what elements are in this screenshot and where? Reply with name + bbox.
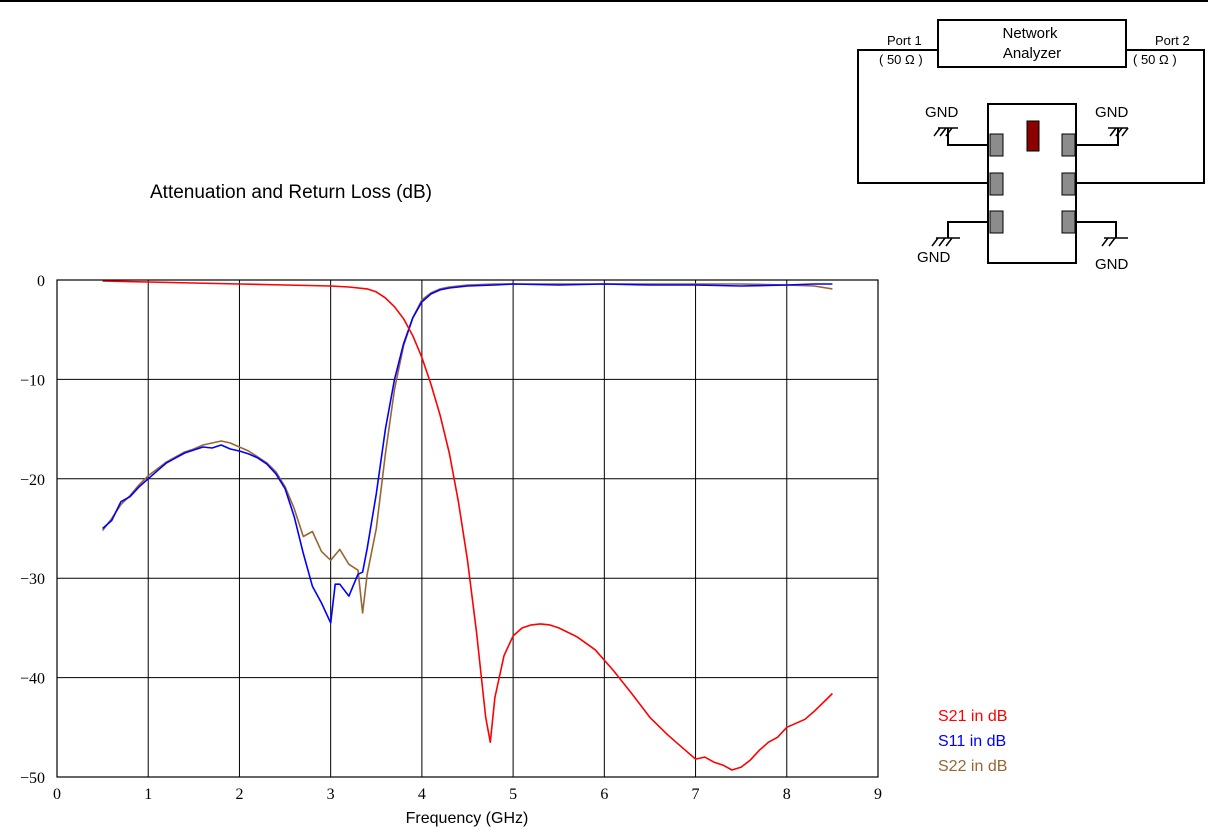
x-tick-labels: 0 1 2 3 4 5 6 7 8 9 [53, 786, 882, 803]
y-tick-label: 0 [37, 273, 45, 290]
x-tick-label: 7 [692, 786, 700, 803]
x-tick-label: 9 [874, 786, 882, 803]
gnd-label-bottom-right: GND [1095, 256, 1129, 273]
y-tick-label: −50 [20, 770, 45, 787]
pad-right-bot [1061, 210, 1076, 234]
legend: S21 in dB S11 in dB S22 in dB [938, 708, 1007, 775]
analyzer-label-line1: Network [1002, 25, 1058, 42]
gnd-wire-top-left [947, 128, 988, 146]
port1-wire [857, 49, 988, 184]
series-line-s11 [102, 283, 833, 624]
gnd-label-top-right: GND [1095, 104, 1129, 121]
pad-right-mid [1061, 172, 1076, 196]
network-analyzer-box [937, 19, 1127, 68]
legend-s11: S11 in dB [938, 733, 1006, 750]
gnd-label-bottom-left: GND [917, 249, 951, 266]
x-tick-label: 0 [53, 786, 61, 803]
gnd-wire-bottom-right [1076, 221, 1117, 238]
port1-label: Port 1 [887, 33, 922, 48]
ground-symbol-bottom-left [931, 237, 960, 247]
legend-s21: S21 in dB [938, 708, 1007, 725]
pin1-marker [1026, 120, 1040, 152]
x-tick-label: 5 [509, 786, 517, 803]
ground-symbol-top-left [933, 127, 958, 137]
pad-left-top [989, 133, 1004, 157]
y-tick-labels: 0 −10 −20 −30 −40 −50 [20, 273, 45, 787]
y-tick-label: −40 [20, 671, 45, 688]
x-tick-label: 4 [418, 786, 426, 803]
chart-title: Attenuation and Return Loss (dB) [150, 182, 432, 203]
pad-right-top [1061, 133, 1076, 157]
pad-left-mid [989, 172, 1004, 196]
gnd-wire-bottom-left [947, 221, 988, 238]
gnd-wire-top-right [1076, 128, 1119, 146]
ground-symbol-bottom-right [1101, 237, 1128, 247]
port2-label: Port 2 [1155, 33, 1190, 48]
gnd-label-top-left: GND [925, 104, 959, 121]
port2-wire [1076, 49, 1205, 184]
x-tick-label: 1 [144, 786, 152, 803]
legend-s22: S22 in dB [938, 758, 1007, 775]
plot-frame [56, 279, 879, 778]
ground-symbol-top-right [1108, 127, 1129, 137]
analyzer-label-line2: Analyzer [1003, 45, 1061, 62]
series-line-s21 [102, 280, 833, 771]
y-tick-label: −20 [20, 472, 45, 489]
y-tick-label: −10 [20, 372, 45, 389]
grid [57, 280, 878, 777]
x-tick-label: 8 [783, 786, 791, 803]
x-axis-label: Frequency (GHz) [406, 810, 529, 827]
pad-left-bot [989, 210, 1004, 234]
y-tick-label: −30 [20, 571, 45, 588]
x-tick-label: 6 [600, 786, 608, 803]
top-rule [0, 0, 1208, 2]
port2-impedance: ( 50 Ω ) [1133, 52, 1177, 67]
series-lines [101, 280, 833, 771]
x-tick-label: 3 [327, 786, 335, 803]
port1-impedance: ( 50 Ω ) [879, 52, 923, 67]
x-tick-label: 2 [235, 786, 243, 803]
